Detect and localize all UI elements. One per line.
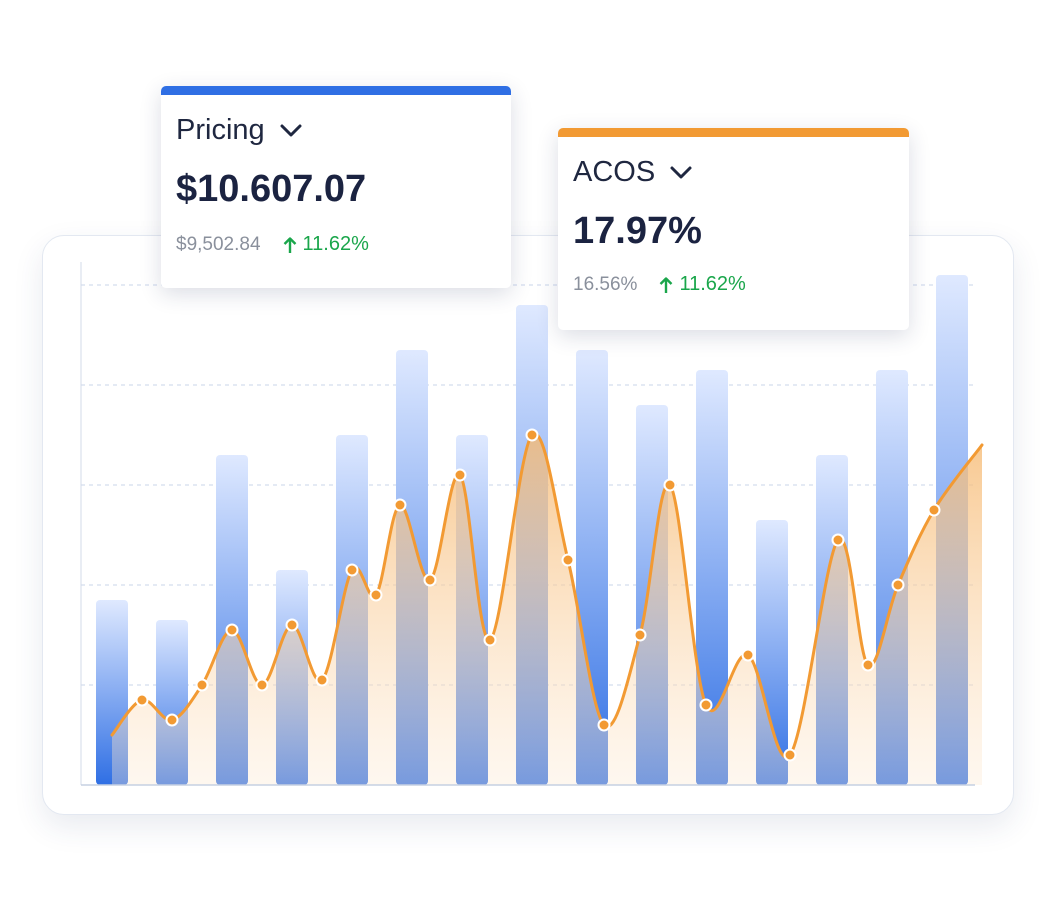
line-point[interactable] bbox=[927, 503, 941, 517]
pricing-card-change: 11.62% bbox=[283, 233, 369, 256]
line-point[interactable] bbox=[453, 468, 467, 482]
chart-panel bbox=[42, 235, 1014, 815]
line-point[interactable] bbox=[285, 618, 299, 632]
acos-card-title: ACOS bbox=[573, 156, 656, 188]
line-point[interactable] bbox=[699, 698, 713, 712]
chevron-down-icon[interactable] bbox=[669, 165, 693, 181]
pricing-card-title: Pricing bbox=[176, 114, 265, 146]
line-point[interactable] bbox=[561, 553, 575, 567]
pricing-card-value: $10.607.07 bbox=[176, 168, 367, 210]
line-series bbox=[110, 432, 984, 759]
line-point[interactable] bbox=[165, 713, 179, 727]
chevron-down-icon[interactable] bbox=[279, 123, 303, 139]
line-area-fill bbox=[112, 433, 982, 785]
pricing-card[interactable]: Pricing $10.607.07 $9,502.84 11.62% bbox=[161, 86, 511, 288]
arrow-up-icon bbox=[660, 276, 673, 293]
line-point[interactable] bbox=[483, 633, 497, 647]
line-point[interactable] bbox=[369, 588, 383, 602]
acos-card-previous: 16.56% bbox=[573, 273, 638, 295]
line-point[interactable] bbox=[255, 678, 269, 692]
line-point[interactable] bbox=[633, 628, 647, 642]
line-point[interactable] bbox=[861, 658, 875, 672]
pricing-card-previous: $9,502.84 bbox=[176, 233, 261, 255]
pricing-card-change-value: 11.62% bbox=[302, 233, 369, 255]
acos-card-accent-bar bbox=[558, 128, 909, 137]
bar[interactable] bbox=[696, 370, 728, 785]
line-point[interactable] bbox=[741, 648, 755, 662]
arrow-up-icon bbox=[283, 236, 296, 253]
acos-card-change: 11.62% bbox=[659, 273, 746, 296]
line-point[interactable] bbox=[831, 533, 845, 547]
line-point[interactable] bbox=[345, 563, 359, 577]
line-point[interactable] bbox=[525, 428, 539, 442]
pricing-card-accent-bar bbox=[161, 86, 511, 95]
line-point[interactable] bbox=[225, 623, 239, 637]
combo-chart bbox=[80, 262, 984, 786]
line-point[interactable] bbox=[423, 573, 437, 587]
acos-card-change-value: 11.62% bbox=[679, 273, 746, 295]
line-point[interactable] bbox=[393, 498, 407, 512]
line-point[interactable] bbox=[195, 678, 209, 692]
line-point[interactable] bbox=[783, 748, 797, 762]
line-point[interactable] bbox=[663, 478, 677, 492]
line-point[interactable] bbox=[891, 578, 905, 592]
line-point[interactable] bbox=[597, 718, 611, 732]
acos-card[interactable]: ACOS 17.97% 16.56% 11.62% bbox=[558, 128, 909, 330]
line-point[interactable] bbox=[135, 693, 149, 707]
acos-card-value: 17.97% bbox=[573, 210, 702, 252]
line-point[interactable] bbox=[315, 673, 329, 687]
